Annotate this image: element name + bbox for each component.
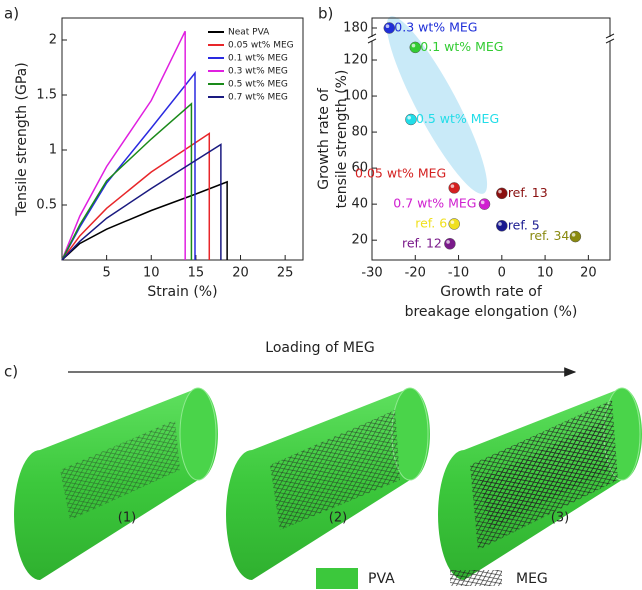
point [448, 182, 460, 194]
break-mark [605, 33, 615, 39]
x-tick-label: 10 [143, 266, 160, 281]
point-label: 0.7 wt% MEG [393, 196, 476, 211]
point [478, 198, 491, 210]
legend-swatch-pva [316, 568, 358, 589]
point [405, 113, 417, 126]
panel-label: b) [318, 5, 333, 23]
x-tick-label: 15 [188, 266, 205, 281]
curve [61, 30, 186, 261]
axis-break [368, 37, 376, 41]
break-mark [367, 33, 377, 39]
legend-label: MEG [516, 571, 548, 587]
y-tick-label: 0.5 [36, 198, 57, 213]
arrow-label: Loading of MEG [265, 340, 374, 356]
stage-label: (1) [118, 511, 136, 526]
point-label: 0.3 wt% MEG [394, 20, 477, 35]
point-highlight [407, 115, 411, 120]
x-tick-label: 5 [102, 266, 110, 281]
x-axis-label: breakage elongation (%) [405, 304, 578, 320]
point [569, 230, 582, 243]
curve [61, 102, 193, 261]
y-tick-label: 40 [351, 197, 368, 212]
y-tick-label: 120 [343, 53, 368, 68]
legend-label: 0.5 wt% MEG [228, 80, 288, 90]
point-label: ref. 5 [508, 217, 540, 232]
y-axis-label: Growth rate of [316, 87, 332, 190]
point-label: ref. 13 [508, 185, 548, 200]
plot-frame [371, 17, 611, 261]
point [383, 22, 396, 34]
y-tick-label: 2 [49, 33, 57, 48]
point-highlight [450, 220, 455, 224]
point-label: 0.1 wt% MEG [420, 39, 503, 54]
break-mark [367, 38, 377, 44]
break-mark [605, 38, 615, 44]
point-highlight [498, 189, 502, 194]
y-tick-label: 1.5 [36, 88, 57, 103]
legend-label: 0.7 wt% MEG [228, 93, 288, 103]
plot-frame [61, 17, 304, 261]
cylinder-1 [14, 387, 218, 580]
point-highlight [385, 24, 390, 29]
y-tick-label: 1 [49, 143, 57, 158]
x-tick-label: -20 [405, 266, 426, 281]
point-highlight [480, 200, 485, 205]
point [496, 220, 508, 232]
y-axis-label: tensile strength (%) [334, 70, 350, 209]
point-label: 0.5 wt% MEG [416, 111, 499, 126]
legend-label: Neat PVA [228, 28, 270, 38]
legend-label: 0.3 wt% MEG [228, 67, 288, 77]
axis-break [606, 37, 614, 41]
x-axis-label: Growth rate of [440, 284, 543, 300]
y-tick-label: 100 [343, 89, 368, 104]
y-tick-label: 80 [351, 125, 368, 140]
point-label: ref. 34 [529, 228, 569, 243]
legend-swatch-meg [450, 570, 502, 586]
point [409, 41, 422, 54]
panel-label: a) [4, 5, 19, 23]
x-tick-label: 20 [232, 266, 249, 281]
point-label: 0.05 wt% MEG [355, 165, 446, 180]
y-axis-label: Tensile strength (GPa) [14, 62, 30, 216]
x-tick-label: -30 [361, 266, 382, 281]
curve [61, 70, 196, 261]
point-highlight [446, 240, 450, 244]
stage-label: (3) [551, 511, 569, 526]
panel-label: c) [4, 363, 18, 381]
curve [61, 143, 222, 261]
legend-label: PVA [368, 571, 395, 587]
x-tick-label: 25 [277, 266, 294, 281]
legend-label: 0.05 wt% MEG [228, 41, 294, 51]
point-label: ref. 6 [415, 215, 447, 230]
point-highlight [498, 222, 502, 226]
point-label: ref. 12 [402, 235, 442, 250]
x-tick-label: 10 [537, 266, 554, 281]
point-highlight [571, 232, 576, 237]
point-highlight [450, 184, 455, 188]
point-highlight [411, 43, 416, 48]
curve [61, 180, 228, 261]
y-tick-label: 60 [351, 161, 368, 176]
x-tick-label: -10 [448, 266, 469, 281]
point [448, 218, 460, 230]
legend-label: 0.1 wt% MEG [228, 54, 288, 64]
x-tick-label: 0 [498, 266, 506, 281]
x-tick-label: 20 [580, 266, 597, 281]
cylinder-2 [226, 387, 430, 580]
stage-label: (2) [329, 511, 347, 526]
point [444, 238, 456, 250]
cylinder-3 [438, 387, 642, 580]
x-axis-label: Strain (%) [147, 284, 217, 300]
y-tick-label: 20 [351, 233, 368, 248]
highlight-region [386, 16, 488, 194]
y-tick-label: 180 [343, 21, 368, 36]
point [496, 187, 508, 200]
curve [61, 132, 211, 261]
